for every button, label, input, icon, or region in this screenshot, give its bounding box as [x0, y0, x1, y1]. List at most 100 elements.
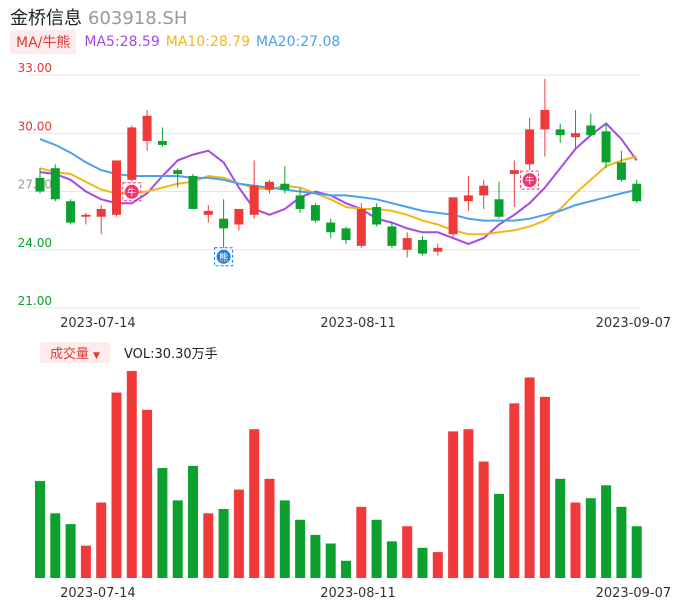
candle-body: [509, 170, 519, 175]
ma10-line: [39, 155, 637, 236]
x-tick-label: 2023-08-11: [320, 586, 396, 601]
x-tick-label: 2023-07-14: [60, 316, 136, 331]
marker-dot: [124, 184, 139, 199]
marker-frame: [122, 182, 142, 202]
y-tick-label: 24.00: [18, 236, 52, 250]
volume-bar: [463, 429, 474, 578]
candle: [433, 243, 443, 256]
y-tick-label: 33.00: [18, 61, 52, 75]
volume-bar: [402, 526, 413, 578]
candle: [234, 208, 244, 231]
candle: [280, 166, 290, 194]
volume-bar: [432, 552, 443, 578]
volume-bar: [494, 493, 504, 578]
stock-title: 金桥信息 603918.SH: [10, 4, 187, 30]
volume-bar: [509, 403, 520, 578]
candle: [448, 197, 458, 239]
stock-code: 603918.SH: [88, 8, 188, 29]
candle: [463, 175, 473, 211]
volume-bar: [126, 371, 137, 578]
candle: [66, 199, 76, 225]
candle-body: [326, 222, 336, 233]
candles: [35, 78, 642, 258]
candle: [249, 160, 259, 219]
candle: [35, 168, 45, 194]
candle: [387, 222, 397, 248]
candle: [326, 218, 336, 239]
candle: [372, 203, 382, 227]
candle-body: [265, 181, 274, 190]
candle: [142, 109, 152, 151]
x-tick-label: 2023-09-07: [596, 316, 672, 331]
candle-body: [463, 195, 473, 202]
ma10-legend: MA10:28.79: [165, 34, 251, 50]
marker-frame: [520, 170, 540, 190]
volume-bar: [65, 524, 76, 578]
bull-badge-icon: 牛: [520, 170, 540, 190]
candle-body: [280, 183, 290, 190]
ma-indicator-tab[interactable]: MA/牛熊: [10, 30, 77, 54]
candle-body: [540, 109, 550, 130]
volume-bar: [386, 541, 397, 578]
candle-body: [525, 129, 535, 165]
candle: [341, 226, 351, 244]
candle-body: [356, 208, 366, 246]
candle: [418, 236, 427, 256]
candle: [295, 187, 305, 213]
candle-body: [50, 168, 60, 200]
volume-bar: [233, 489, 244, 578]
candle-body: [35, 177, 45, 192]
marker-dot: [522, 173, 537, 188]
marker-dot: [216, 249, 231, 264]
volume-bar: [80, 545, 91, 578]
candle: [50, 164, 60, 202]
candle-body: [81, 214, 91, 217]
volume-bar: [279, 500, 290, 578]
volume-legend: 成交量 ▼ VOL:30.30万手: [40, 341, 218, 363]
ma20-legend: MA20:27.08: [256, 34, 341, 50]
volume-bar: [188, 465, 198, 578]
volume-indicator-dropdown[interactable]: 成交量 ▼: [40, 341, 110, 363]
volume-bars: [35, 371, 642, 578]
candle-body: [387, 226, 397, 246]
candle: [494, 181, 504, 219]
candle-body: [112, 160, 121, 215]
candle-body: [632, 183, 642, 202]
candle: [525, 117, 535, 171]
bull-badge-icon: 牛: [122, 182, 142, 202]
y-tick-label: 30.00: [18, 119, 52, 133]
candle-body: [571, 133, 580, 138]
volume-bar: [310, 534, 321, 578]
stock-name: 金桥信息: [10, 8, 82, 29]
volume-bar: [371, 519, 382, 578]
signal-markers: 牛熊 牛: [122, 170, 540, 267]
volume-bar: [218, 509, 229, 578]
candle: [112, 160, 121, 217]
ma5-line: [39, 122, 638, 245]
candle-body: [616, 162, 626, 180]
volume-bar: [111, 392, 122, 578]
candle-body: [479, 185, 489, 196]
volume-bar: [50, 513, 61, 578]
volume-bar: [203, 513, 214, 578]
candle-body: [433, 247, 443, 252]
candle-body: [96, 208, 106, 217]
volume-bar: [295, 519, 306, 578]
volume-bar: [570, 502, 581, 578]
volume-date-axis: 2023-07-14 2023-08-11 2023-09-07: [60, 586, 671, 601]
ma-lines: [39, 122, 638, 245]
volume-bar: [341, 560, 351, 578]
bear-badge-icon: 熊: [214, 247, 234, 267]
marker-label: 牛: [127, 186, 136, 198]
ma5-legend: MA5:28.59: [84, 34, 160, 50]
volume-bar: [356, 506, 367, 578]
candle: [356, 203, 366, 248]
volume-bar: [601, 485, 612, 578]
volume-bar: [555, 478, 566, 578]
marker-label: 熊: [219, 251, 228, 263]
x-tick-label: 2023-09-07: [596, 586, 672, 601]
candle-body: [418, 240, 427, 254]
volume-bar: [142, 409, 153, 578]
volume-bar: [417, 547, 428, 578]
candle: [157, 127, 167, 147]
